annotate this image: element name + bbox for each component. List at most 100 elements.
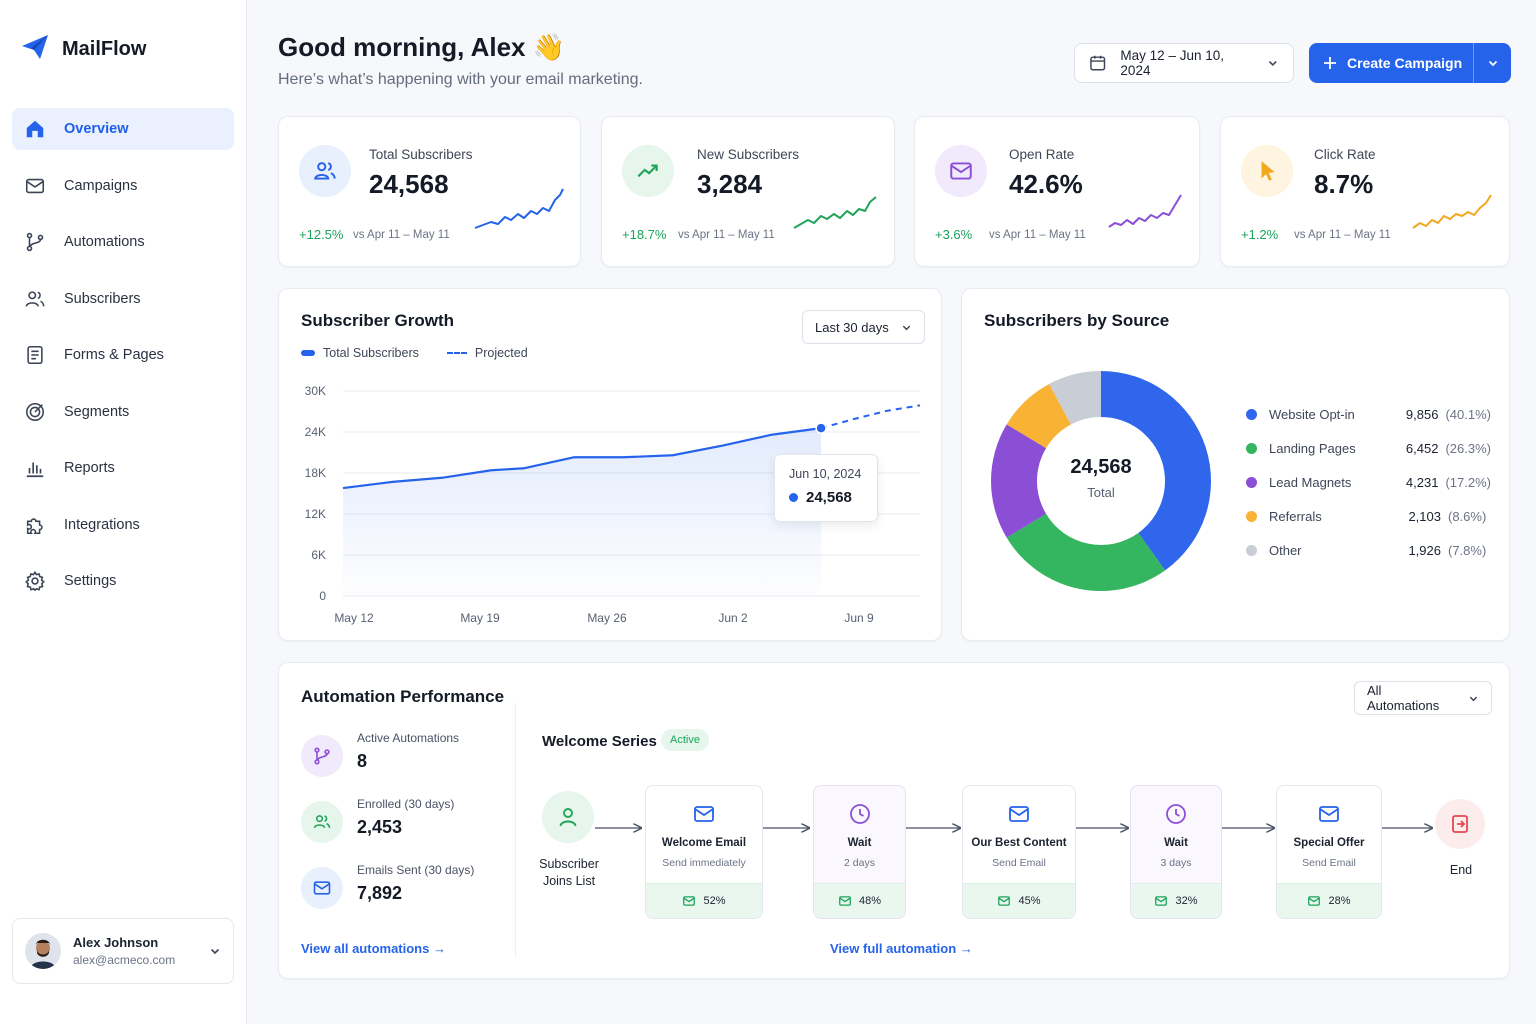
donut-slice[interactable] <box>991 424 1047 538</box>
x-tick-label: May 19 <box>460 611 500 625</box>
sidebar-item-automations[interactable]: Automations <box>12 221 234 263</box>
stat-delta: +12.5% <box>299 227 344 242</box>
automation-filter-label: All Automations <box>1367 683 1440 713</box>
chevron-down-icon <box>1269 61 1278 67</box>
stat-label: Emails Sent (30 days) <box>357 863 475 877</box>
legend-name: Referrals <box>1269 508 1322 524</box>
sidebar-item-label: Settings <box>64 573 117 589</box>
legend-percent: (8.6%) <box>1448 508 1487 524</box>
sidebar: MailFlow Overview Campaigns Automations … <box>0 0 247 1024</box>
growth-range-dropdown[interactable]: Last 30 days <box>802 310 925 344</box>
view-full-automation-link[interactable]: View full automation → <box>830 941 973 956</box>
step-subtitle: Send Email <box>992 857 1046 869</box>
legend-percent: (17.2%) <box>1445 474 1491 490</box>
date-range-picker[interactable]: May 12 – Jun 10, 2024 <box>1074 43 1294 83</box>
sidebar-item-label: Automations <box>64 234 145 250</box>
flow-title: Welcome Series <box>542 733 657 750</box>
stat-card-new-subscribers[interactable]: New Subscribers 3,284 +18.7% vs Apr 11 –… <box>601 116 895 267</box>
subscribers-by-source-card: Subscribers by Source 24,568 Total Websi… <box>961 288 1510 641</box>
flow-trigger-node[interactable] <box>542 791 594 843</box>
step-open-rate: 28% <box>1277 883 1381 918</box>
donut-slice[interactable] <box>1101 371 1211 571</box>
sidebar-item-label: Reports <box>64 460 115 476</box>
user-info: Alex Johnson alex@acmeco.com <box>73 935 175 967</box>
donut-slice[interactable] <box>1049 371 1101 425</box>
stat-label: New Subscribers <box>697 147 800 162</box>
stat-card-total-subscribers[interactable]: Total Subscribers 24,568 +12.5% vs Apr 1… <box>278 116 581 267</box>
create-campaign-menu-button[interactable] <box>1473 43 1511 83</box>
sidebar-item-campaigns[interactable]: Campaigns <box>12 165 234 207</box>
stat-card-open-rate[interactable]: Open Rate 42.6% +3.6% vs Apr 11 – May 11 <box>914 116 1200 267</box>
step-title: Our Best Content <box>971 837 1067 849</box>
create-campaign-main[interactable]: Create Campaign <box>1309 43 1473 83</box>
sidebar-item-reports[interactable]: Reports <box>12 447 234 489</box>
step-open-rate: 45% <box>963 883 1075 918</box>
legend-dot <box>1246 476 1257 488</box>
flow-step-wait-2-days[interactable]: Wait 2 days 48% <box>813 785 906 919</box>
stat-label: Enrolled (30 days) <box>357 797 455 811</box>
step-rate: 52% <box>703 895 726 907</box>
view-all-automations-link[interactable]: View all automations → <box>301 941 446 956</box>
step-subtitle: 2 days <box>844 857 875 869</box>
x-tick-label: May 12 <box>334 611 374 625</box>
active-automations-stat: Active Automations 8 <box>301 731 501 781</box>
stat-value: 8 <box>357 751 368 771</box>
stat-label: Total Subscribers <box>369 147 473 162</box>
user-icon <box>559 808 577 827</box>
sparkline <box>1108 194 1182 228</box>
envelope-icon <box>646 802 762 826</box>
step-title: Wait <box>1164 837 1188 849</box>
legend-percent: (26.3%) <box>1445 440 1491 456</box>
y-tick-label: 18K <box>305 466 326 480</box>
step-open-rate: 32% <box>1131 883 1221 918</box>
envelope-icon <box>1277 802 1381 826</box>
step-rate: 28% <box>1328 895 1351 907</box>
mail-icon <box>1155 896 1168 906</box>
y-tick-label: 24K <box>305 425 326 439</box>
stat-card-click-rate[interactable]: Click Rate 8.7% +1.2% vs Apr 11 – May 11 <box>1220 116 1510 267</box>
stat-value: 7,892 <box>357 883 403 903</box>
legend-dot <box>1246 442 1257 454</box>
flow-step-our-best-content[interactable]: Our Best Content Send Email 45% <box>962 785 1076 919</box>
form-icon <box>27 345 43 365</box>
flow-step-welcome-email[interactable]: Welcome Email Send immediately 52% <box>645 785 763 919</box>
user-email: alex@acmeco.com <box>73 953 176 967</box>
sidebar-item-label: Campaigns <box>64 177 138 194</box>
page-subtitle: Here’s what’s happening with your email … <box>278 71 643 88</box>
legend-item: Lead Magnets 4,231 (17.2%) <box>1246 465 1491 499</box>
sidebar-item-forms-pages[interactable]: Forms & Pages <box>12 334 234 376</box>
step-title: Special Offer <box>1293 837 1365 849</box>
card-title: Subscriber Growth <box>301 311 455 330</box>
sidebar-item-segments[interactable]: Segments <box>12 391 234 433</box>
highlight-point <box>815 422 827 434</box>
donut-slice[interactable] <box>1006 513 1166 591</box>
divider <box>515 703 516 957</box>
sidebar-item-overview[interactable]: Overview <box>12 108 234 150</box>
sidebar-item-integrations[interactable]: Integrations <box>12 504 234 546</box>
donut-slice[interactable] <box>1006 383 1071 449</box>
sparkline <box>474 188 564 229</box>
tooltip-value: 24,568 <box>789 489 863 506</box>
stat-label: Click Rate <box>1314 147 1376 162</box>
branch-icon <box>26 232 44 252</box>
flow-end-node[interactable] <box>1435 799 1485 849</box>
gear-icon <box>25 570 45 592</box>
flow-step-special-offer[interactable]: Special Offer Send Email 28% <box>1276 785 1382 919</box>
create-campaign-button[interactable]: Create Campaign <box>1309 43 1511 83</box>
create-campaign-label: Create Campaign <box>1347 55 1463 71</box>
automation-filter-dropdown[interactable]: All Automations <box>1354 681 1492 715</box>
series-line-projected <box>820 404 921 430</box>
sidebar-item-subscribers[interactable]: Subscribers <box>12 278 234 320</box>
flow-trigger-label: Subscriber Joins List <box>539 857 599 888</box>
legend-percent: (40.1%) <box>1445 406 1491 422</box>
x-tick-label: May 26 <box>587 611 627 625</box>
mail-icon <box>1308 896 1321 906</box>
user-menu[interactable]: Alex Johnson alex@acmeco.com <box>12 918 234 984</box>
sidebar-item-settings[interactable]: Settings <box>12 560 234 602</box>
flow-step-wait-3-days[interactable]: Wait 3 days 32% <box>1130 785 1222 919</box>
stat-comparison: vs Apr 11 – May 11 <box>989 229 1086 241</box>
step-subtitle: Send Email <box>1302 857 1356 869</box>
stat-value: 42.6% <box>1009 169 1083 199</box>
brand[interactable]: MailFlow <box>20 32 146 67</box>
legend-name: Lead Magnets <box>1269 474 1352 490</box>
